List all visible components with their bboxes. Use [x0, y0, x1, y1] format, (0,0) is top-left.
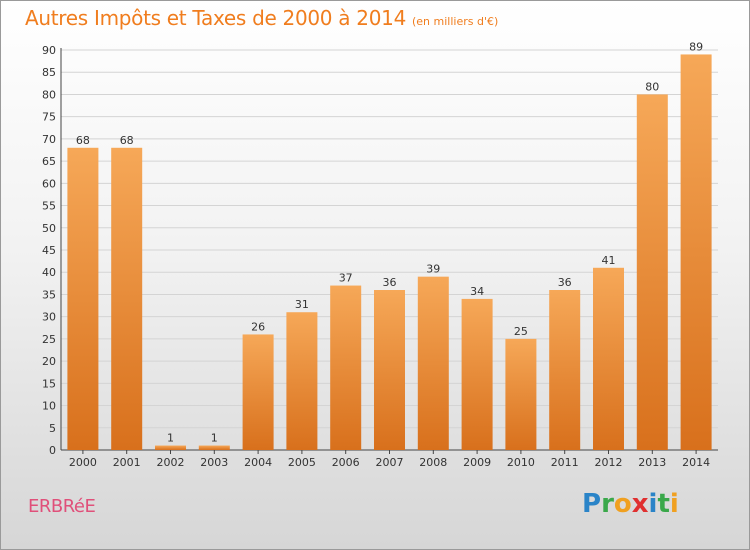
y-tick-label: 65 — [42, 155, 56, 168]
bar — [593, 267, 624, 450]
x-tick-label: 2002 — [157, 456, 185, 469]
y-tick-label: 40 — [42, 266, 56, 279]
bar — [67, 147, 99, 450]
data-label: 80 — [645, 80, 659, 93]
x-tick-label: 2012 — [595, 456, 623, 469]
bar — [636, 94, 668, 450]
data-label: 68 — [120, 134, 134, 147]
data-label: 37 — [339, 272, 353, 285]
bar — [505, 338, 537, 450]
commune-name: ERBRéE — [28, 496, 96, 517]
data-label: 31 — [295, 298, 309, 311]
bar — [330, 285, 362, 450]
x-tick-label: 2004 — [244, 456, 272, 469]
bars — [67, 54, 712, 450]
logo-letter: o — [613, 489, 632, 519]
x-tick-label: 2013 — [638, 456, 666, 469]
data-label: 39 — [426, 263, 440, 276]
y-tick-label: 35 — [42, 288, 56, 301]
x-tick-label: 2014 — [682, 456, 710, 469]
logo-letter: x — [631, 489, 649, 519]
x-tick-label: 2000 — [69, 456, 97, 469]
logo-letter: t — [657, 489, 670, 519]
y-tick-label: 55 — [42, 200, 56, 213]
x-tick-label: 2008 — [419, 456, 447, 469]
data-label: 1 — [211, 432, 218, 445]
y-tick-label: 85 — [42, 66, 56, 79]
y-tick-label: 15 — [42, 377, 56, 390]
y-tick-label: 60 — [42, 177, 56, 190]
data-labels: 68 68 1 1 26 31 37 36 39 34 25 36 41 80 89 — [76, 40, 703, 444]
unit-label: (en milliers d'€) — [412, 15, 499, 28]
x-tick-label: 2001 — [113, 456, 141, 469]
logo-letter: i — [648, 489, 658, 519]
proxiti-logo: Proxiti — [582, 489, 679, 519]
logo-letter: P — [582, 489, 602, 519]
data-label: 68 — [76, 134, 90, 147]
y-tick-label: 0 — [49, 444, 56, 457]
x-tick-label: 2009 — [463, 456, 491, 469]
y-tick-label: 75 — [42, 111, 56, 124]
x-tick-label: 2010 — [507, 456, 535, 469]
x-tick-label: 2003 — [200, 456, 228, 469]
y-tick-label: 25 — [42, 333, 56, 346]
bar — [111, 147, 143, 450]
y-tick-label: 30 — [42, 311, 56, 324]
bar — [198, 445, 230, 450]
data-label: 36 — [383, 276, 397, 289]
data-label: 89 — [689, 40, 703, 53]
bar — [417, 276, 449, 450]
y-tick-label: 90 — [42, 44, 56, 57]
bar — [242, 334, 274, 450]
bar — [549, 290, 581, 450]
data-label: 41 — [602, 254, 616, 267]
logo-letter: r — [601, 489, 614, 519]
y-tick-label: 45 — [42, 244, 56, 257]
bar — [374, 290, 405, 450]
y-tick-label: 5 — [49, 422, 56, 435]
data-label: 26 — [251, 320, 265, 333]
logo-letter: i — [669, 489, 679, 519]
y-tick-labels: 0 5 10 15 20 25 30 35 40 45 50 55 60 65 70 75 80 85 90 — [42, 44, 56, 457]
x-tick-labels: 2000 2001 2002 2003 2004 2005 2006 2007 2008 2009… — [69, 450, 710, 469]
x-tick-label: 2005 — [288, 456, 316, 469]
x-tick-label: 2006 — [332, 456, 360, 469]
y-tick-label: 10 — [42, 400, 56, 413]
bar — [461, 298, 493, 450]
x-tick-label: 2011 — [551, 456, 579, 469]
bar — [155, 445, 186, 450]
chart-title: Autres Impôts et Taxes de 2000 à 2014 (en… — [25, 6, 498, 30]
y-tick-label: 50 — [42, 222, 56, 235]
y-tick-label: 20 — [42, 355, 56, 368]
data-label: 36 — [558, 276, 572, 289]
chart-title-text: Autres Impôts et Taxes de 2000 à 2014 — [25, 6, 406, 30]
x-tick-label: 2007 — [376, 456, 404, 469]
bar — [286, 312, 318, 450]
data-label: 1 — [167, 432, 174, 445]
bar — [680, 54, 712, 450]
data-label: 25 — [514, 325, 528, 338]
y-tick-label: 80 — [42, 88, 56, 101]
y-tick-label: 70 — [42, 133, 56, 146]
data-label: 34 — [470, 285, 484, 298]
